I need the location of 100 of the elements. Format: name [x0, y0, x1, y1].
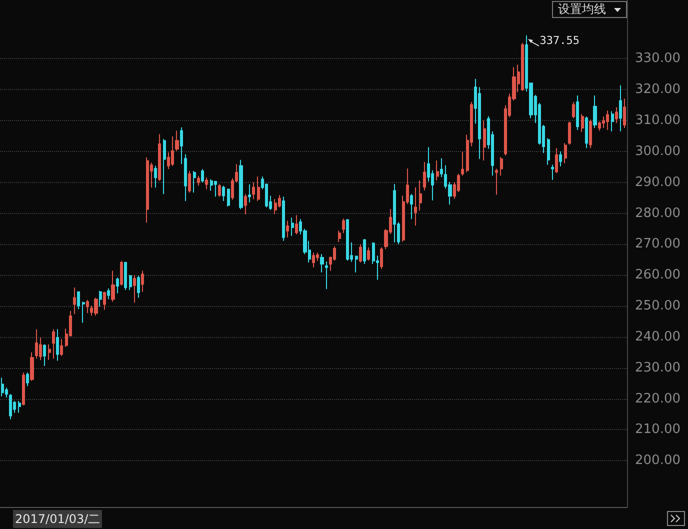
candlestick	[483, 120, 486, 161]
candlestick	[568, 120, 571, 146]
y-tick-label: 300.00	[635, 144, 680, 159]
candlestick	[111, 270, 115, 302]
candlestick	[367, 246, 370, 262]
candlestick	[338, 230, 341, 243]
candlestick	[94, 297, 98, 316]
candlestick	[342, 218, 345, 234]
candlestick	[35, 328, 38, 360]
candlestick	[572, 102, 575, 119]
candlestick	[124, 261, 127, 290]
candlestick	[440, 158, 443, 178]
candlestick	[495, 168, 498, 196]
y-tick-label: 320.00	[635, 82, 680, 98]
candlestick	[551, 164, 554, 180]
candlestick	[414, 186, 417, 226]
candlestick	[555, 148, 558, 174]
y-tick-label: 210.00	[635, 422, 680, 438]
candlestick	[141, 270, 144, 292]
candlestick	[244, 194, 247, 215]
candlestick	[146, 156, 149, 224]
candlestick	[129, 274, 132, 290]
candlestick	[171, 136, 174, 166]
candlestick	[576, 95, 579, 130]
candlestick	[589, 119, 592, 149]
candlestick	[320, 254, 324, 273]
y-tick-label: 220.00	[635, 391, 680, 406]
y-tick-label: 280.00	[635, 206, 680, 221]
candlestick	[355, 255, 358, 273]
candlestick	[137, 275, 140, 298]
y-tick-label: 200.00	[635, 453, 680, 468]
y-tick-label: 270.00	[635, 236, 680, 252]
y-tick-label: 250.00	[635, 298, 680, 314]
candlestick	[239, 159, 243, 210]
candlestick	[82, 301, 85, 324]
candlestick	[197, 175, 200, 186]
candlestick	[60, 338, 63, 356]
candlestick	[133, 274, 136, 304]
candlestick	[43, 344, 46, 367]
candlestick	[48, 344, 51, 360]
candlestick	[619, 84, 622, 132]
candlestick	[419, 180, 422, 212]
candlestick	[77, 291, 80, 310]
candlestick	[248, 184, 251, 203]
candlestick	[180, 126, 183, 165]
candlestick	[184, 154, 187, 202]
candlestick	[393, 183, 396, 243]
candlestick	[9, 394, 12, 420]
candlestick	[606, 110, 609, 130]
y-tick-label: 310.00	[635, 113, 680, 128]
candlestick	[461, 150, 464, 176]
candlestick	[359, 244, 362, 263]
candlestick	[252, 182, 255, 200]
candlestick	[346, 218, 349, 262]
candlestick	[286, 220, 289, 238]
y-tick-label: 240.00	[635, 329, 680, 344]
candlestick	[227, 188, 230, 208]
candlestick	[154, 165, 157, 188]
candlestick	[410, 194, 413, 220]
candlestick	[325, 261, 328, 290]
candlestick	[26, 372, 29, 387]
candlestick	[30, 352, 34, 382]
candlestick	[120, 260, 123, 286]
candlestick	[218, 184, 221, 198]
candlestick	[205, 176, 208, 190]
candlestick	[116, 277, 119, 294]
candlestick	[86, 299, 89, 314]
y-tick-label: 260.00	[635, 268, 680, 283]
candlestick	[1, 377, 4, 397]
candlestick	[380, 246, 383, 270]
candlestick	[547, 138, 550, 166]
candlestick	[295, 214, 298, 235]
candlestick	[611, 110, 614, 132]
candlestick	[257, 176, 260, 202]
candlestick	[282, 196, 285, 242]
candlestick	[312, 252, 315, 268]
candlestick	[291, 217, 294, 236]
candlestick	[163, 138, 166, 195]
candlestick	[188, 170, 191, 194]
candlestick	[99, 290, 102, 308]
candlestick	[363, 238, 366, 265]
y-tick-label: 330.00	[635, 51, 680, 66]
candlestick	[593, 95, 597, 128]
candlestick	[201, 168, 204, 183]
candlestick	[598, 120, 601, 132]
candlestick	[103, 291, 106, 310]
candlestick	[52, 328, 55, 360]
candlestick	[500, 156, 503, 176]
y-tick-label: 230.00	[635, 360, 680, 376]
candlestick	[193, 170, 196, 194]
candlestick	[423, 161, 426, 191]
candlestick	[581, 114, 584, 133]
candlestick	[22, 372, 25, 406]
candlestick	[436, 160, 439, 182]
y-tick-label: 290.00	[635, 174, 680, 190]
candlestick	[222, 185, 225, 202]
candlestick	[623, 98, 626, 128]
candlestick	[175, 130, 179, 152]
candlestick	[615, 106, 618, 124]
annotation: 设置均线	[558, 2, 606, 16]
